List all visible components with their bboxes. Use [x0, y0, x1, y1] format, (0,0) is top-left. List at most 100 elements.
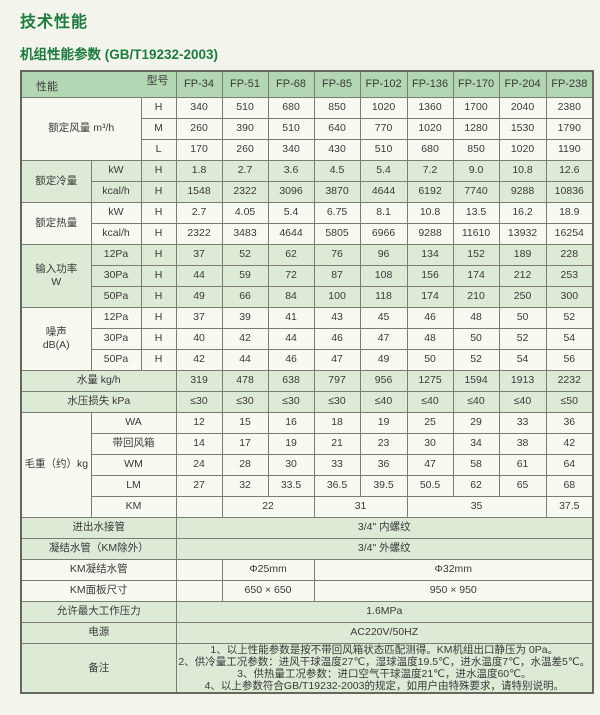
- value-cell: 33: [498, 411, 547, 434]
- value-cell: 22: [221, 495, 315, 518]
- value-cell: 31: [313, 495, 408, 518]
- value-cell: 52: [498, 327, 547, 350]
- speed-label: H: [140, 222, 177, 245]
- speed-label: M: [140, 117, 177, 140]
- value-cell: 390: [221, 117, 269, 140]
- value-cell: 42: [175, 348, 223, 371]
- value-cell: 108: [359, 264, 408, 287]
- value-cell: 253: [545, 264, 594, 287]
- value-cell: 770: [359, 117, 408, 140]
- speed-label: H: [140, 348, 177, 371]
- value-cell: 16.2: [498, 201, 547, 224]
- variant-label: KM: [90, 495, 177, 518]
- model-header: FP-204: [498, 70, 547, 98]
- value-cell: 39: [221, 306, 269, 329]
- row-label-rated-cooling: 额定冷量: [20, 159, 92, 203]
- row-label-remarks: 备注: [20, 642, 177, 694]
- speed-label: H: [140, 306, 177, 329]
- row-label-pressure-loss: 水压损失 kPa: [20, 390, 177, 413]
- value-cell: 50: [406, 348, 454, 371]
- value-cell: 1275: [406, 369, 454, 392]
- row-label-power-supply: 电源: [20, 621, 177, 644]
- pressure-label: 50Pa: [90, 285, 142, 308]
- value-cell: 250: [498, 285, 547, 308]
- value-cell: 58: [452, 453, 500, 476]
- slash-cell: [175, 495, 223, 518]
- value-cell: 52: [545, 306, 594, 329]
- variant-label: WA: [90, 411, 177, 434]
- row-label-rated-airflow: 额定风量 m³/h: [20, 96, 142, 161]
- value-cell: 3/4" 外螺纹: [175, 537, 594, 560]
- row-label-water-pipe: 进出水接管: [20, 516, 177, 539]
- corner-label-performance: 性能: [36, 80, 58, 93]
- value-cell: 6.75: [313, 201, 361, 224]
- value-cell: 62: [267, 243, 315, 266]
- value-cell: 5805: [313, 222, 361, 245]
- value-cell: 5.4: [267, 201, 315, 224]
- value-cell: 47: [313, 348, 361, 371]
- pressure-label: 30Pa: [90, 264, 142, 287]
- value-cell: 96: [359, 243, 408, 266]
- value-cell: 23: [359, 432, 408, 455]
- value-cell: 29: [452, 411, 500, 434]
- value-cell: 72: [267, 264, 315, 287]
- value-cell: ≤40: [498, 390, 547, 413]
- value-cell: 640: [313, 117, 361, 140]
- value-cell: 12: [175, 411, 223, 434]
- value-cell: 30: [406, 432, 454, 455]
- value-cell: 430: [313, 138, 361, 161]
- value-cell: 189: [498, 243, 547, 266]
- value-cell: 1020: [406, 117, 454, 140]
- value-cell: 5.4: [359, 159, 408, 182]
- value-cell: 260: [221, 138, 269, 161]
- speed-label: H: [140, 201, 177, 224]
- value-cell: 9.0: [452, 159, 500, 182]
- value-cell: 47: [359, 327, 408, 350]
- value-cell: 174: [406, 285, 454, 308]
- value-cell: 50: [452, 327, 500, 350]
- value-cell: 956: [359, 369, 408, 392]
- value-cell: 28: [221, 453, 269, 476]
- corner-label-model: 型号: [146, 75, 169, 87]
- value-cell: 260: [175, 117, 223, 140]
- value-cell: Φ25mm: [221, 558, 315, 581]
- value-cell: 87: [313, 264, 361, 287]
- value-cell: 25: [406, 411, 454, 434]
- value-cell: ≤30: [221, 390, 269, 413]
- value-cell: 118: [359, 285, 408, 308]
- value-cell: 9288: [406, 222, 454, 245]
- value-cell: 134: [406, 243, 454, 266]
- value-cell: 33.5: [267, 474, 315, 497]
- value-cell: 2380: [545, 96, 594, 119]
- value-cell: 37.5: [545, 495, 594, 518]
- row-label-water-flow: 水量 kg/h: [20, 369, 177, 392]
- value-cell: 19: [267, 432, 315, 455]
- value-cell: 42: [221, 327, 269, 350]
- value-cell: 2040: [498, 96, 547, 119]
- value-cell: 10836: [545, 180, 594, 203]
- value-cell: ≤50: [545, 390, 594, 413]
- value-cell: 65: [498, 474, 547, 497]
- value-cell: 84: [267, 285, 315, 308]
- value-cell: 650 × 650: [221, 579, 315, 602]
- pressure-label: 12Pa: [90, 243, 142, 266]
- value-cell: 1913: [498, 369, 547, 392]
- value-cell: 510: [221, 96, 269, 119]
- value-cell: 33: [313, 453, 361, 476]
- variant-label: 带回风箱: [90, 432, 177, 455]
- value-cell: 152: [452, 243, 500, 266]
- value-cell: 300: [545, 285, 594, 308]
- value-cell: 41: [267, 306, 315, 329]
- pressure-label: 50Pa: [90, 348, 142, 371]
- row-label-noise: 噪声 dB(A): [20, 306, 92, 371]
- value-cell: 50.5: [406, 474, 454, 497]
- value-cell: 1.6MPa: [175, 600, 594, 623]
- value-cell: 4644: [267, 222, 315, 245]
- unit-label: kcal/h: [90, 180, 142, 203]
- value-cell: 35: [406, 495, 547, 518]
- row-label-rated-heating: 额定热量: [20, 201, 92, 245]
- value-cell: 40: [175, 327, 223, 350]
- value-cell: 54: [545, 327, 594, 350]
- model-header: FP-238: [545, 70, 594, 98]
- value-cell: 16254: [545, 222, 594, 245]
